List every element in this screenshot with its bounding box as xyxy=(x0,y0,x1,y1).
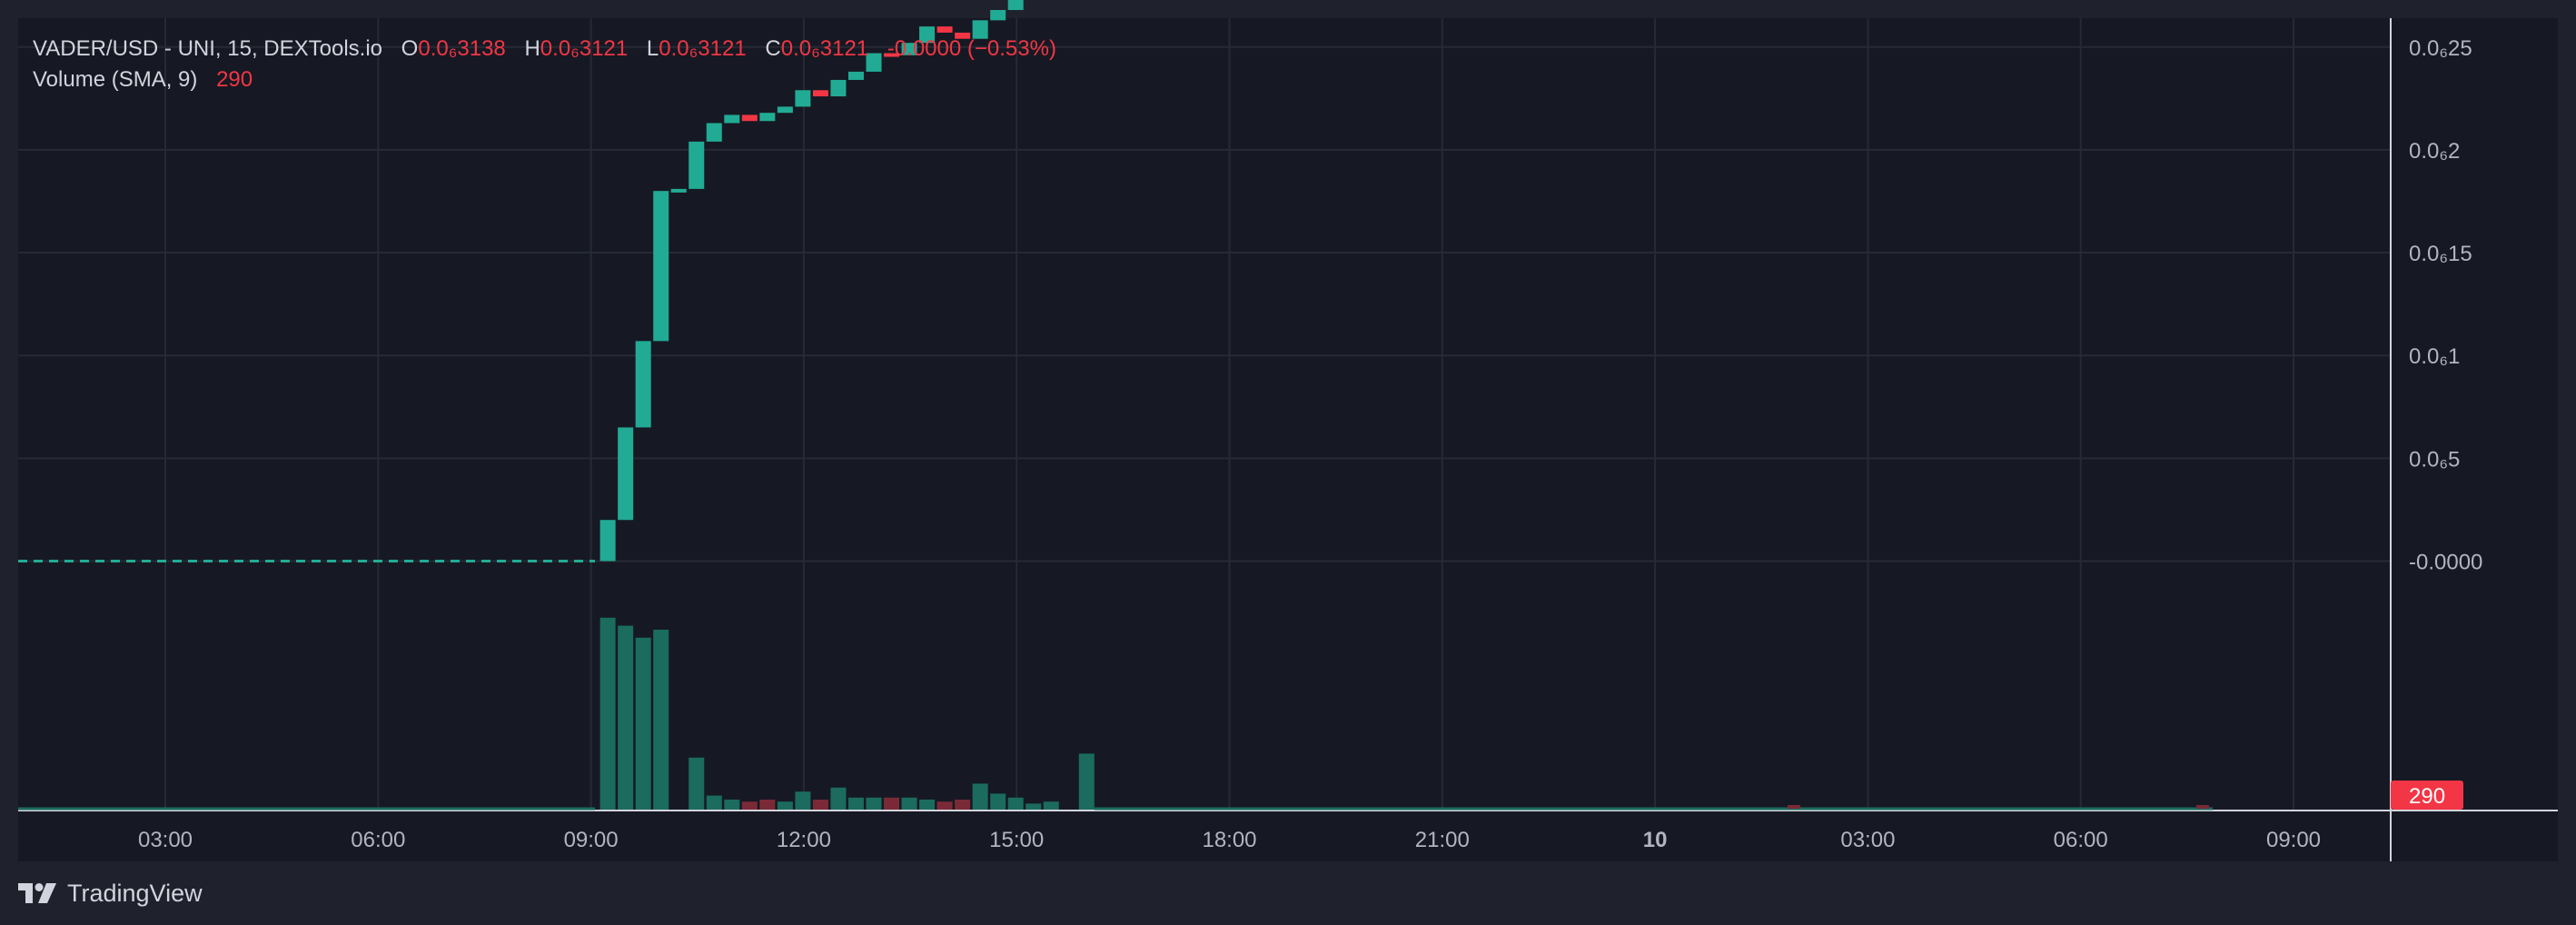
candle xyxy=(990,10,1006,21)
candle xyxy=(919,26,936,44)
plot-area xyxy=(18,18,2391,811)
low-value: 0.0₆3121 xyxy=(659,36,747,61)
symbol-name[interactable]: VADER/USD - UNI, 15, DEXTools.io xyxy=(33,36,382,61)
open-label: O xyxy=(401,36,419,61)
volume-bar xyxy=(866,797,882,810)
candle xyxy=(847,71,864,80)
time-axis-area xyxy=(18,811,2558,861)
close-label: C xyxy=(765,36,781,61)
candle xyxy=(599,520,616,562)
candle xyxy=(759,113,776,122)
volume-bar xyxy=(955,800,971,810)
price-tick-label: 0.0₆5 xyxy=(2409,447,2460,472)
volume-bar xyxy=(884,797,900,810)
time-tick-label: 03:00 xyxy=(138,828,193,852)
candle xyxy=(724,114,740,124)
candle xyxy=(972,20,988,39)
candle xyxy=(635,341,651,428)
tradingview-logo[interactable]: TradingView xyxy=(18,878,203,909)
candle xyxy=(955,32,971,39)
volume-bar xyxy=(830,787,847,810)
time-tick-label: 18:00 xyxy=(1202,828,1256,852)
brand-name: TradingView xyxy=(67,879,203,907)
volume-bar xyxy=(847,797,864,810)
high-value: 0.0₆3121 xyxy=(540,36,629,61)
candle xyxy=(670,188,687,193)
volume-bar xyxy=(2196,805,2209,809)
price-tick-label: 0.0₆15 xyxy=(2409,242,2472,266)
volume-label[interactable]: Volume (SMA, 9) xyxy=(33,67,198,92)
symbol-legend: VADER/USD - UNI, 15, DEXTools.io O0.0₆31… xyxy=(33,36,1056,62)
candle xyxy=(618,427,634,521)
candle xyxy=(830,79,847,97)
volume-bar xyxy=(689,757,705,810)
volume-value: 290 xyxy=(216,67,253,92)
volume-axis-label: 290 xyxy=(2409,784,2445,809)
time-tick-label: 15:00 xyxy=(989,828,1044,852)
volume-bar xyxy=(1078,753,1095,810)
volume-bar xyxy=(1007,797,1024,810)
volume-bar xyxy=(741,801,758,810)
candle xyxy=(741,114,758,122)
volume-bar xyxy=(1043,801,1059,810)
volume-bar xyxy=(777,801,793,810)
volume-badge xyxy=(2391,781,2463,810)
volume-bar xyxy=(635,637,651,810)
change-value: -0.0000 (−0.53%) xyxy=(887,36,1056,61)
volume-bar xyxy=(1788,805,1800,809)
volume-bar xyxy=(653,630,669,810)
time-tick-label: 06:00 xyxy=(2054,828,2108,852)
time-tick-label: 09:00 xyxy=(2266,828,2321,852)
open-value: 0.0₆3138 xyxy=(418,36,506,61)
low-label: L xyxy=(646,36,659,61)
candle xyxy=(866,53,882,72)
volume-bar xyxy=(972,783,988,810)
volume-bar xyxy=(936,801,953,810)
candle xyxy=(777,106,793,114)
candle xyxy=(812,90,828,97)
price-axis-area xyxy=(2391,18,2558,811)
time-tick-label: 06:00 xyxy=(351,828,405,852)
volume-bar xyxy=(919,800,936,810)
volume-bar xyxy=(724,800,740,810)
time-tick-label: 12:00 xyxy=(777,828,831,852)
candle xyxy=(653,191,669,342)
time-tick-label: 09:00 xyxy=(564,828,619,852)
volume-bar xyxy=(706,795,722,810)
price-tick-label: 0.0₆1 xyxy=(2409,344,2460,369)
tradingview-icon xyxy=(18,883,56,903)
price-tick-label: 0.0₆25 xyxy=(2409,36,2472,61)
close-value: 0.0₆3121 xyxy=(780,36,869,61)
candle xyxy=(706,123,722,142)
candle xyxy=(936,26,953,33)
candle xyxy=(795,90,811,107)
price-tick-label: -0.0000 xyxy=(2409,551,2482,575)
price-tick-label: 0.0₆2 xyxy=(2409,139,2460,164)
volume-bar xyxy=(759,800,776,810)
time-tick-label: 21:00 xyxy=(1415,828,1470,852)
candle xyxy=(884,53,900,57)
volume-bar xyxy=(618,625,634,810)
time-tick-label: 03:00 xyxy=(1840,828,1895,852)
volume-bar xyxy=(1025,803,1042,810)
volume-bar xyxy=(812,800,828,810)
volume-bar xyxy=(795,791,811,810)
candle xyxy=(1007,0,1024,11)
volume-bar xyxy=(599,617,616,810)
volume-bar xyxy=(901,797,917,810)
high-label: H xyxy=(524,36,540,61)
candle xyxy=(901,43,917,55)
volume-bar xyxy=(990,793,1006,810)
time-tick-label: 10 xyxy=(1643,828,1668,852)
volume-legend: Volume (SMA, 9) 290 xyxy=(33,67,253,93)
candle xyxy=(689,141,705,189)
